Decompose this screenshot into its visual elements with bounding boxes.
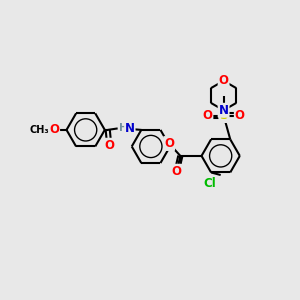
Text: CH₃: CH₃ xyxy=(29,125,49,135)
Text: Cl: Cl xyxy=(203,177,216,190)
Text: O: O xyxy=(219,74,229,87)
Text: O: O xyxy=(164,137,174,150)
Text: O: O xyxy=(202,109,212,122)
Text: H: H xyxy=(119,123,128,134)
Text: N: N xyxy=(219,104,229,117)
Text: N: N xyxy=(125,122,135,135)
Text: O: O xyxy=(235,109,245,122)
Text: O: O xyxy=(104,139,114,152)
Text: O: O xyxy=(172,165,182,178)
Text: H: H xyxy=(119,123,128,134)
Text: S: S xyxy=(219,109,228,122)
Text: O: O xyxy=(49,123,59,136)
